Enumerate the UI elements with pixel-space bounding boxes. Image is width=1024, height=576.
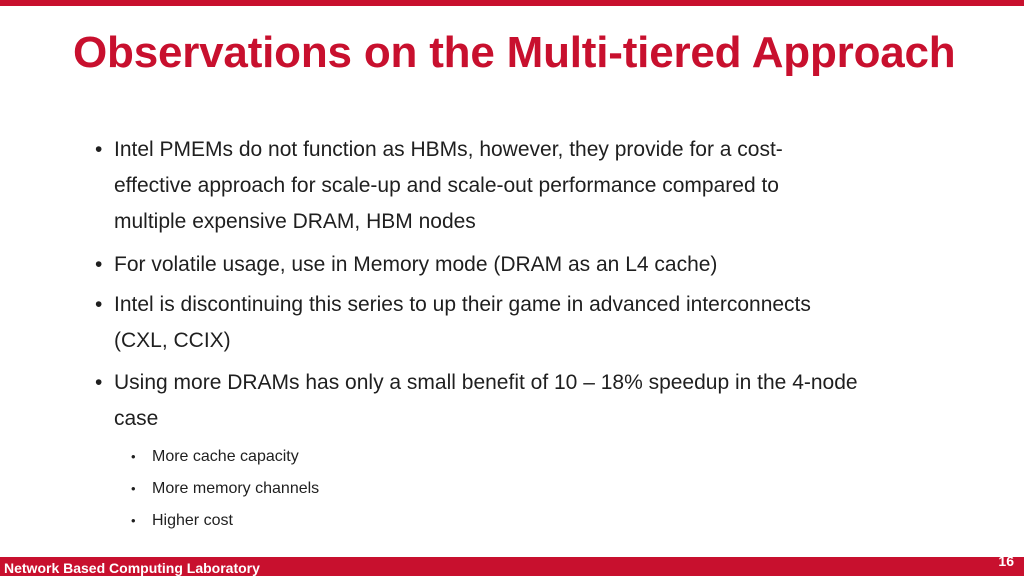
bullet-line: Intel PMEMs do not function as HBMs, how… xyxy=(114,138,783,161)
bullet-line: case xyxy=(114,407,159,430)
bullet-line: (CXL, CCIX) xyxy=(114,329,231,352)
bullet-icon: • xyxy=(95,138,103,161)
footer-bar: Network Based Computing Laboratory 16 xyxy=(0,553,1024,576)
bullet-line: Intel is discontinuing this series to up… xyxy=(114,293,811,316)
slide-title: Observations on the Multi-tiered Approac… xyxy=(73,28,956,77)
bullet-line: multiple expensive DRAM, HBM nodes xyxy=(114,210,476,233)
page-number: 16 xyxy=(998,553,1014,569)
bullet-icon: • xyxy=(95,253,103,276)
bullet-text: Using more DRAMs has only a small benefi… xyxy=(114,365,944,437)
bullet-line: effective approach for scale-up and scal… xyxy=(114,174,779,197)
bullet-icon: • xyxy=(95,371,103,394)
lab-name: Network Based Computing Laboratory xyxy=(4,560,260,576)
bullet-text: Intel is discontinuing this series to up… xyxy=(114,287,944,359)
sub-bullet-text: Higher cost xyxy=(152,512,233,529)
sub-bullet-icon: • xyxy=(131,481,136,496)
sub-bullet-text: More cache capacity xyxy=(152,448,299,465)
sub-bullet-icon: • xyxy=(131,513,136,528)
sub-bullet-icon: • xyxy=(131,449,136,464)
bullet-line: Using more DRAMs has only a small benefi… xyxy=(114,371,858,394)
bullet-line: For volatile usage, use in Memory mode (… xyxy=(114,253,718,276)
bullet-text: Intel PMEMs do not function as HBMs, how… xyxy=(114,132,944,240)
sub-bullet-text: More memory channels xyxy=(152,480,320,497)
bullet-icon: • xyxy=(95,293,103,316)
top-accent-bar xyxy=(0,0,1024,6)
bullet-text: For volatile usage, use in Memory mode (… xyxy=(114,247,944,283)
